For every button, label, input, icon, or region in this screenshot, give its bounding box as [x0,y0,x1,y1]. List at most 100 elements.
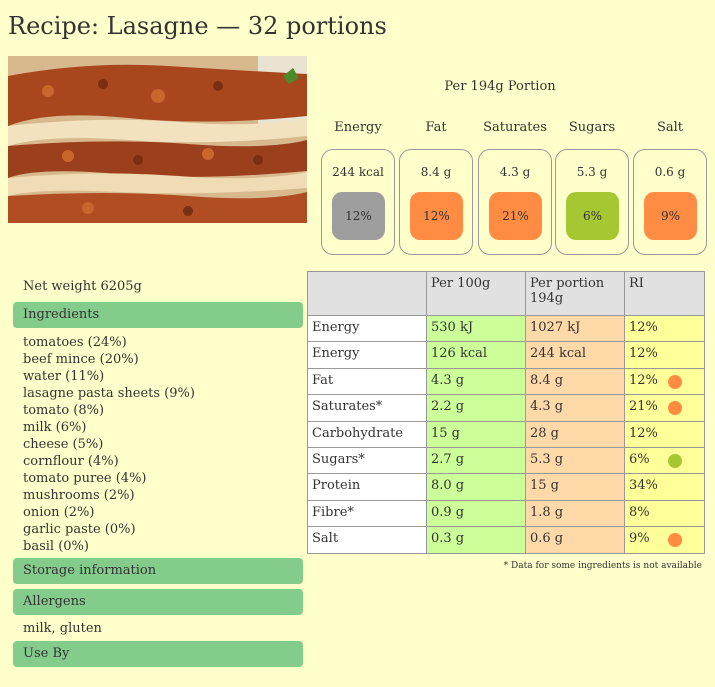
ri-value: 21% [624,394,705,422]
traffic-light-value: 4.3 g [499,165,531,179]
per-100g-value: 0.9 g [426,499,526,528]
traffic-light-energy-label: Energy [334,120,382,135]
lasagne-photo [8,56,307,223]
traffic-light-ri: 12% [332,192,385,240]
per-portion-value-text: 4.3 g [530,399,564,415]
ri-value: 9% [624,526,705,554]
table-header-row: Per 100g Per portion 194g RI [307,271,705,316]
traffic-dot-icon [668,453,682,468]
per-100g-value: 126 kcal [426,341,526,369]
page-title: Recipe: Lasagne — 32 portions [8,12,387,40]
per-portion-value: 244 kcal [525,341,625,369]
per-100g-value-text: 0.3 g [431,531,465,547]
traffic-dot-icon [668,533,682,548]
nutrient-name-text: Fat [312,372,334,388]
per-100g-value-text: 2.7 g [431,451,465,467]
ri-value-text: 12% [629,320,658,335]
traffic-light-saturates-label: Saturates [483,120,547,135]
traffic-light-salt: 0.6 g 9% [633,149,707,255]
traffic-light-salt-label: Salt [656,120,684,135]
ingredient-item: cheese (5%) [23,437,104,452]
nutrient-name: Fat [307,367,427,396]
table-header-blank [307,271,427,316]
ingredient-item: basil (0%) [23,539,89,554]
table-header-portion: Per portion 194g [525,271,625,316]
table-header-per100: Per 100g [426,271,526,316]
table-row: Energy 530 kJ 1027 kJ 12% [307,314,705,343]
table-row: Protein 8.0 g 15 g 34% [307,473,705,501]
ingredients-list: tomatoes (24%) beef mince (20%) water (11%… [23,334,195,555]
per-100g-value-text: 15 g [431,425,460,441]
ingredient-item: lasagne pasta sheets (9%) [23,386,195,401]
nutrient-name: Protein [307,473,427,501]
nutrient-name: Salt [307,526,427,554]
nutrient-name-text: Protein [312,478,361,494]
ingredients-section-button[interactable]: Ingredients [13,302,303,328]
traffic-light-energy: 244 kcal 12% [321,149,395,255]
ri-value-text: 9% [629,531,650,547]
ri-value: 12% [624,420,705,448]
ingredient-item: onion (2%) [23,505,95,520]
per-100g-value-text: 126 kcal [431,346,488,362]
traffic-dot-icon [668,401,682,416]
ri-value: 34% [624,473,705,501]
traffic-light-ri: 21% [489,192,542,240]
table-row: Saturates* 2.2 g 4.3 g 21% [307,394,705,422]
footnote: * Data for some ingredients is not avail… [503,561,702,571]
per-100g-value: 0.3 g [426,526,526,554]
per-100g-value: 4.3 g [426,367,526,396]
ingredient-item: mushrooms (2%) [23,488,135,503]
per-portion-value-text: 244 kcal [530,346,587,362]
nutrient-name-text: Sugars* [312,451,365,467]
traffic-light-ri: 6% [566,192,619,240]
ingredient-item: garlic paste (0%) [23,522,136,537]
table-row: Energy 126 kcal 244 kcal 12% [307,341,705,369]
nutrient-name-text: Carbohydrate [312,425,403,441]
traffic-light-ri: 9% [644,192,697,240]
traffic-light-ri: 12% [410,192,463,240]
nutrient-name: Fibre* [307,499,427,528]
per-portion-value-text: 1.8 g [530,504,564,520]
per-portion-value: 28 g [525,420,625,448]
nutrient-name-text: Energy [312,346,360,362]
traffic-light-value: 5.3 g [576,165,608,179]
per-100g-value: 2.7 g [426,446,526,475]
traffic-light-saturates: 4.3 g 21% [478,149,552,255]
allergens-section-button[interactable]: Allergens [13,589,303,615]
table-row: Fat 4.3 g 8.4 g 12% [307,367,705,396]
traffic-light-fat: 8.4 g 12% [399,149,473,255]
ingredient-item: tomato puree (4%) [23,471,147,486]
nutrient-name-text: Fibre* [312,504,354,520]
traffic-light-value: 244 kcal [332,165,384,179]
per-portion-value-text: 15 g [530,478,559,494]
nutrient-name: Saturates* [307,394,427,422]
per-portion-value-text: 28 g [530,425,559,441]
table-row: Salt 0.3 g 0.6 g 9% [307,526,705,554]
allergens-text: milk, gluten [23,621,102,636]
traffic-dot-icon [668,374,682,389]
table-row: Carbohydrate 15 g 28 g 12% [307,420,705,448]
nutrient-name-text: Energy [312,320,360,335]
nutrient-name: Energy [307,341,427,369]
use-by-button[interactable]: Use By [13,641,303,667]
per-portion-value: 1.8 g [525,499,625,528]
ri-value-text: 34% [629,478,658,494]
ri-value: 12% [624,367,705,396]
ri-value-text: 12% [629,372,658,388]
ingredient-item: water (11%) [23,369,105,384]
per-portion-value-text: 5.3 g [530,451,564,467]
per-portion-value: 1027 kJ [525,314,625,343]
per-portion-value-text: 0.6 g [530,531,564,547]
traffic-light-value: 0.6 g [654,165,686,179]
per-100g-value-text: 4.3 g [431,372,465,388]
table-header-ri: RI [624,271,705,316]
per-portion-value: 8.4 g [525,367,625,396]
storage-information-button[interactable]: Storage information [13,558,303,584]
nutrient-name-text: Saturates* [312,399,383,415]
per-100g-value-text: 8.0 g [431,478,465,494]
per-portion-value: 4.3 g [525,394,625,422]
per-portion-value: 15 g [525,473,625,501]
nutrient-name: Sugars* [307,446,427,475]
per-100g-value: 530 kJ [426,314,526,343]
ingredient-item: cornflour (4%) [23,454,119,469]
